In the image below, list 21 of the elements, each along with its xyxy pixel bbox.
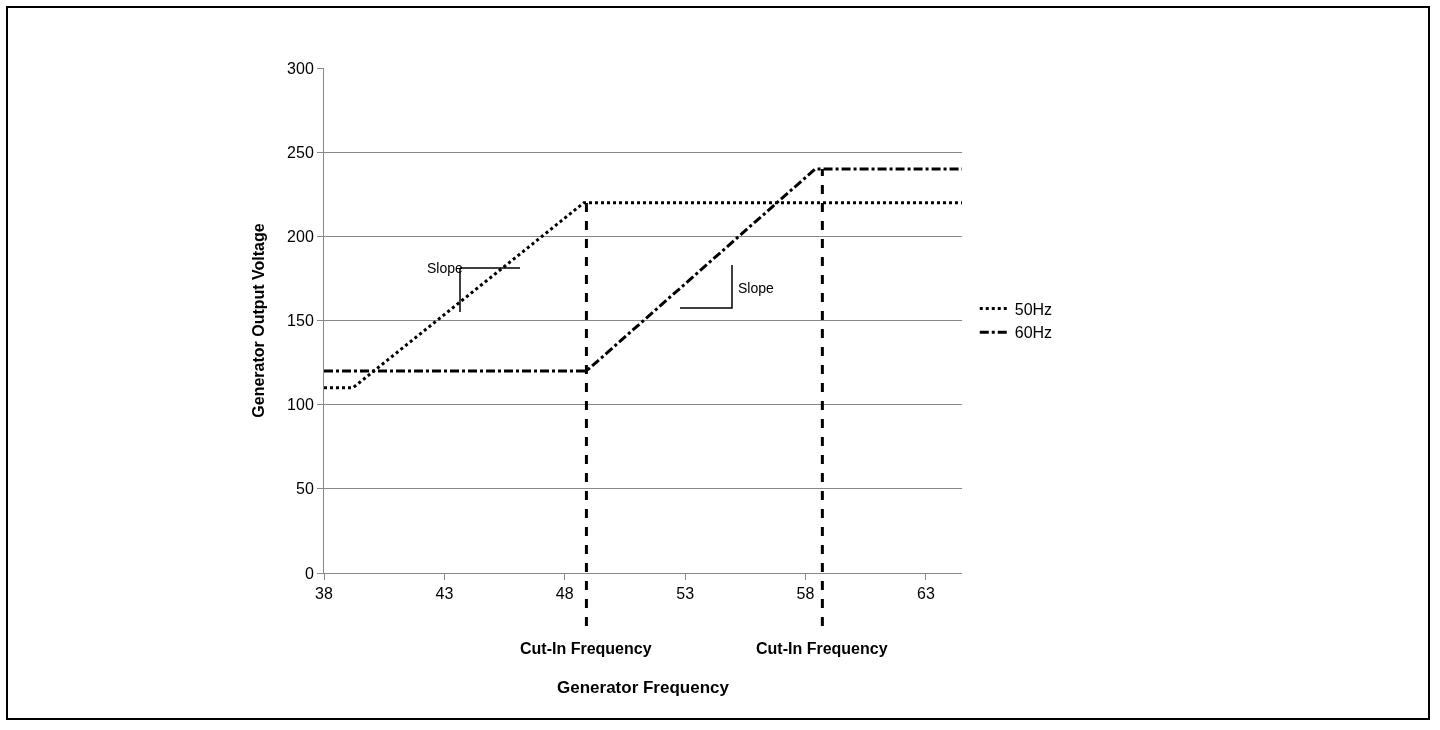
y-axis-title: Generator Output Voltage xyxy=(250,223,267,418)
y-tick-label: 200 xyxy=(287,227,314,245)
x-axis-title: Generator Frequency xyxy=(557,678,730,697)
y-tick-label: 0 xyxy=(304,564,314,582)
x-tick-label: 63 xyxy=(916,585,935,603)
y-tick-label: 150 xyxy=(287,312,314,330)
y-tick-label: 100 xyxy=(287,396,314,414)
x-tick-label: 38 xyxy=(315,585,333,603)
x-tick-label: 43 xyxy=(435,585,454,603)
annotation: Slope xyxy=(427,260,464,276)
legend-label: 60Hz xyxy=(1014,324,1053,342)
x-tick-label: 53 xyxy=(676,585,695,603)
x-tick-label: 58 xyxy=(796,585,815,603)
ref-line-label: Cut-In Frequency xyxy=(756,640,888,657)
y-tick-label: 250 xyxy=(287,143,314,161)
y-tick-label: 50 xyxy=(296,480,314,498)
x-tick-label: 48 xyxy=(555,585,574,603)
y-tick-label: 300 xyxy=(287,59,314,77)
ref-line-label: Cut-In Frequency xyxy=(520,640,652,657)
annotation: Slope xyxy=(738,280,775,296)
legend-label: 50Hz xyxy=(1014,300,1053,318)
